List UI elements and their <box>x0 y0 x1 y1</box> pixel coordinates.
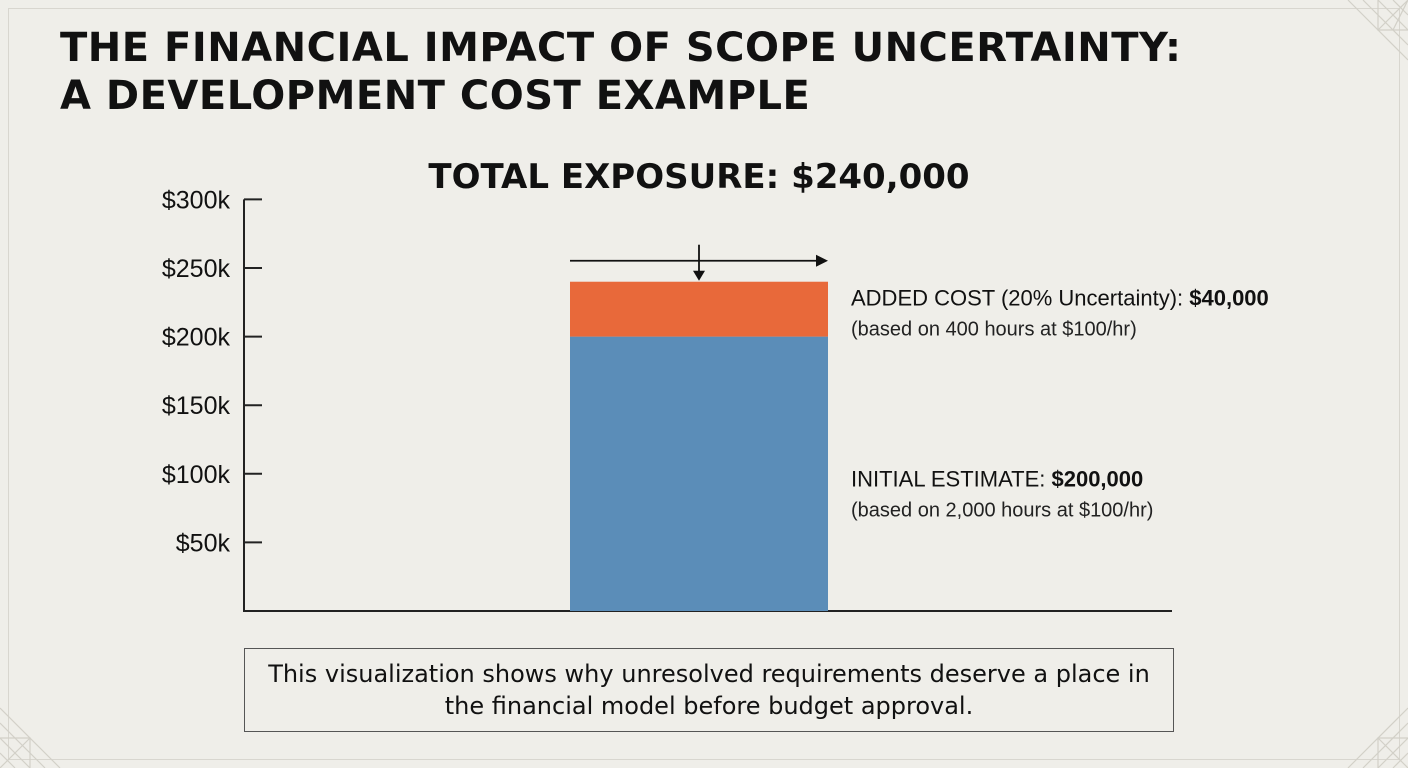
exposure-span-arrowhead <box>816 254 828 267</box>
y-tick-label: $150k <box>162 392 231 420</box>
y-tick-label: $50k <box>176 529 231 557</box>
y-tick-label: $300k <box>162 186 231 214</box>
series-label-initial-value: $200,000 <box>1051 467 1143 492</box>
takeaway-note: This visualization shows why unresolved … <box>244 648 1174 732</box>
exposure-pointer-arrowhead <box>693 270 705 281</box>
bar-segment-added <box>570 281 828 337</box>
stacked-bar-chart: $300k $250k $200k $150k $100k $50k TOTAL EXPOS… <box>162 157 1269 612</box>
chart-title: TOTAL EXPOSURE: $240,000 <box>428 157 969 197</box>
series-label-added: ADDED COST (20% Uncertainty): $40,000 <box>851 286 1269 311</box>
bar-segment-initial <box>570 336 828 611</box>
series-label-added-value: $40,000 <box>1189 286 1269 311</box>
series-sublabel-initial: (based on 2,000 hours at $100/hr) <box>851 500 1153 522</box>
series-label-initial-prefix: INITIAL ESTIMATE: <box>851 467 1051 492</box>
takeaway-note-text: This visualization shows why unresolved … <box>268 660 1150 720</box>
page-title: THE FINANCIAL IMPACT OF SCOPE UNCERTAINT… <box>60 24 1182 120</box>
y-tick-label: $200k <box>162 324 231 352</box>
corner-ornament-bottom-left <box>0 707 61 768</box>
series-sublabel-added: (based on 400 hours at $100/hr) <box>851 319 1137 341</box>
corner-ornament-bottom-right <box>1347 707 1408 768</box>
series-label-added-prefix: ADDED COST (20% Uncertainty): <box>851 286 1189 311</box>
y-tick-label: $250k <box>162 255 231 283</box>
page-title-line-1: THE FINANCIAL IMPACT OF SCOPE UNCERTAINT… <box>60 25 1182 71</box>
series-label-initial: INITIAL ESTIMATE: $200,000 <box>851 467 1143 492</box>
y-tick-label: $100k <box>162 461 231 489</box>
page-title-line-2: A DEVELOPMENT COST EXAMPLE <box>60 73 811 119</box>
